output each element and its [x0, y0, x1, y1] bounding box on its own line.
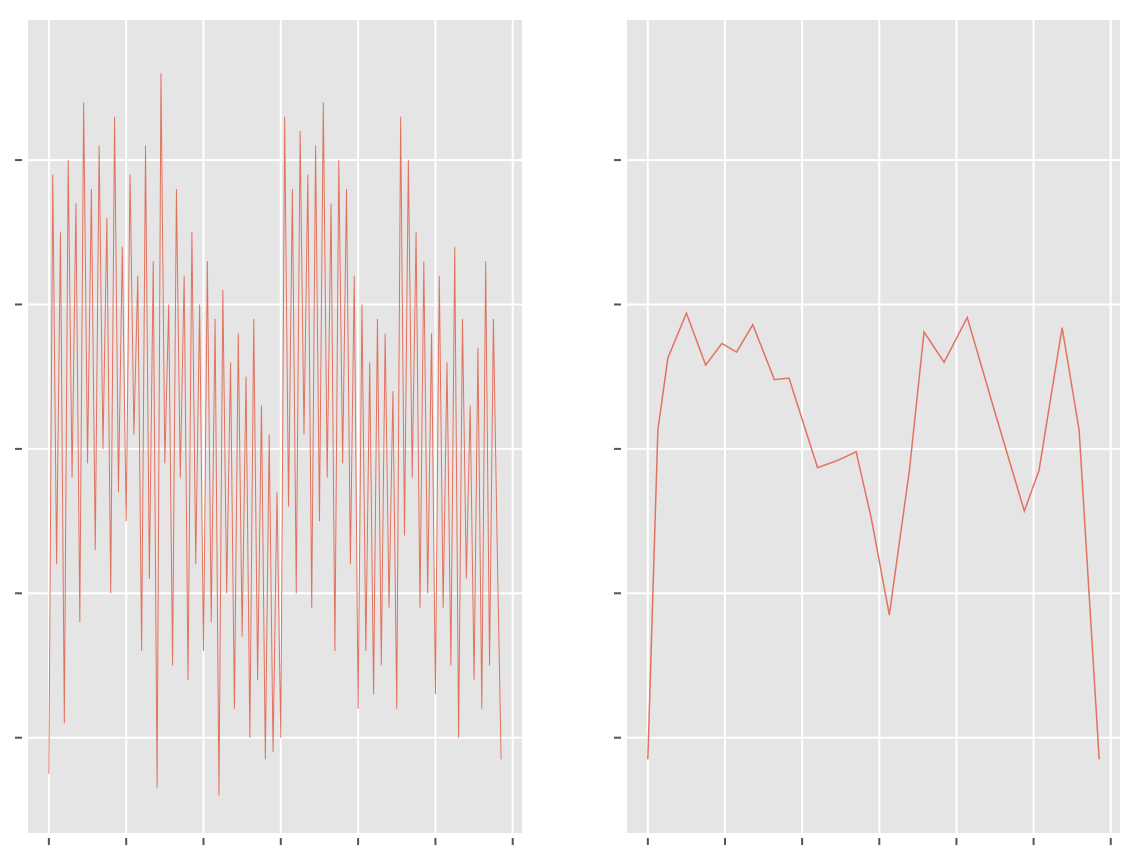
data-line: [647, 311, 1100, 760]
panel-background: [28, 20, 522, 833]
panel-background: [627, 20, 1120, 833]
data-line: [48, 73, 502, 796]
